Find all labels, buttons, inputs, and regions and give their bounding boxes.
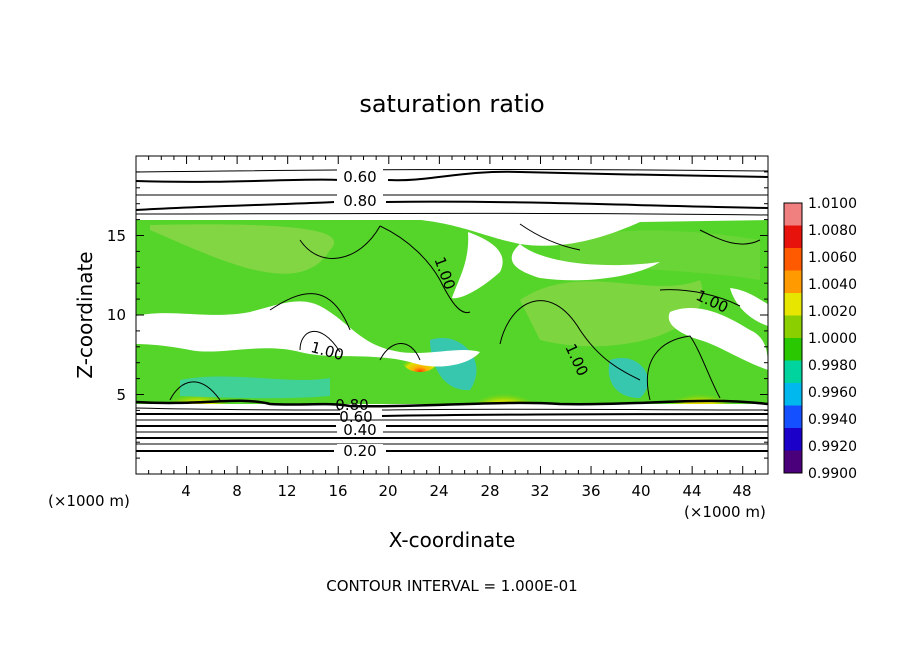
y-tick-label: 10 — [107, 306, 126, 324]
x-tick-label: 4 — [181, 482, 191, 500]
colorbar-swatch — [784, 248, 802, 271]
x-tick-label: 36 — [581, 482, 600, 500]
contour-line — [699, 229, 761, 245]
x-tick-label: 44 — [682, 482, 701, 500]
x-axis: 4 8 12 16 20 24 28 32 36 40 44 48 — [181, 482, 751, 500]
colorbar-swatch — [784, 225, 802, 249]
x-tick-label: 8 — [232, 482, 242, 500]
contour-label: 0.20 — [343, 442, 376, 460]
y-axis-label: Z-coordinate — [73, 251, 97, 378]
x-tick-label: 48 — [732, 482, 751, 500]
x-unit-label-right: (×1000 m) — [684, 503, 766, 521]
x-tick-label: 32 — [530, 482, 549, 500]
contour-label: 0.60 — [339, 408, 372, 426]
contour-line — [269, 293, 351, 331]
colorbar-swatch — [784, 450, 802, 474]
colorbar-tick-label: 0.9920 — [808, 439, 857, 455]
contour-line — [379, 343, 421, 361]
x-tick-label: 40 — [631, 482, 650, 500]
dry-band-mid — [136, 301, 480, 367]
colorbar-swatch — [784, 383, 802, 406]
colorbar-tick-label: 0.9960 — [808, 385, 857, 401]
contour-label: 0.80 — [343, 192, 376, 210]
contour-line — [499, 300, 641, 381]
contour-line — [136, 200, 768, 211]
colorbar-swatch — [784, 360, 802, 384]
colorbar-tick-label: 1.0080 — [808, 223, 857, 239]
contour-label: 0.60 — [343, 168, 376, 186]
colorbar-swatch — [784, 338, 802, 361]
chart-title: saturation ratio — [359, 90, 544, 118]
colorbar-swatch — [784, 428, 802, 451]
dry-tongue — [452, 232, 503, 299]
colorbar-tick-label: 1.0020 — [808, 304, 857, 320]
light-green-patch — [150, 224, 335, 274]
x-tick-label: 12 — [277, 482, 296, 500]
dry-patch-right — [730, 288, 768, 326]
colorbar-tick-label: 1.0100 — [808, 196, 857, 212]
cyan-streak — [180, 376, 330, 399]
x-unit-label-left: (×1000 m) — [48, 492, 130, 510]
axis-ticks — [136, 156, 768, 474]
x-tick-label: 24 — [429, 482, 448, 500]
light-green-patch — [520, 280, 703, 347]
colorbar-swatch — [784, 405, 802, 429]
contour-line — [136, 168, 768, 173]
contour-line — [169, 381, 221, 401]
y-axis: 5 10 15 — [107, 227, 126, 404]
x-tick-label: 20 — [378, 482, 397, 500]
contour-line — [659, 289, 741, 307]
contour-interval-note: CONTOUR INTERVAL = 1.000E-01 — [326, 577, 577, 595]
colorbar-tick-label: 1.0040 — [808, 277, 857, 293]
x-tick-label: 28 — [480, 482, 499, 500]
colorbar-tick-label: 1.0000 — [808, 331, 857, 347]
colorbar-tick-label: 0.9900 — [808, 466, 857, 482]
contour-line — [136, 212, 768, 216]
colorbar-tick-label: 0.9980 — [808, 358, 857, 374]
colorbar-swatch — [784, 270, 802, 294]
contour-line — [136, 407, 768, 411]
y-tick-label: 5 — [116, 386, 126, 404]
contour-line — [519, 223, 581, 251]
contour-line — [136, 194, 768, 196]
colorbar-swatch — [784, 203, 802, 226]
contour-label: 0.80 — [335, 396, 368, 414]
x-tick-label: 16 — [328, 482, 347, 500]
contour-label: 0.40 — [343, 421, 376, 439]
colorbar: 1.0100 1.0080 1.0060 1.0040 1.0020 1.0000 0.99… — [783, 196, 857, 482]
dry-tongue — [511, 244, 660, 281]
contour-line — [299, 330, 341, 353]
light-green-patch — [560, 230, 760, 280]
contour-line — [299, 225, 471, 314]
colorbar-swatch — [784, 315, 802, 339]
colorbar-swatch — [784, 293, 802, 316]
contour-line — [646, 335, 721, 401]
contour-line — [136, 412, 768, 417]
colorbar-frame — [783, 202, 803, 474]
colorbar-tick-label: 0.9940 — [808, 412, 857, 428]
contour-lines — [136, 168, 768, 453]
dry-patch-right — [668, 308, 768, 370]
x-axis-label: X-coordinate — [389, 528, 516, 552]
colorbar-tick-label: 1.0060 — [808, 250, 857, 266]
plot-area: 0.60 0.80 0.80 0.60 0.40 0.20 1.00 1.00 … — [136, 156, 768, 474]
contour-line — [136, 170, 768, 183]
contour-line — [136, 399, 768, 408]
y-tick-label: 15 — [107, 227, 126, 245]
